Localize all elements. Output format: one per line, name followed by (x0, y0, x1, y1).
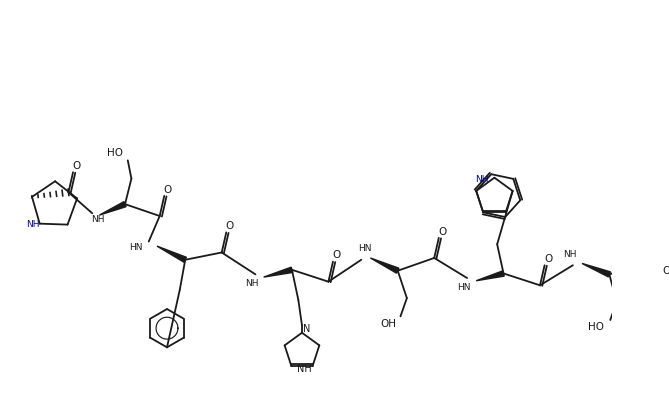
Text: HN: HN (457, 283, 470, 292)
Polygon shape (157, 246, 187, 262)
Text: N: N (303, 324, 310, 334)
Text: O: O (438, 227, 447, 236)
Text: NH: NH (475, 175, 488, 184)
Text: OH: OH (381, 319, 397, 328)
Polygon shape (582, 263, 610, 277)
Text: NH: NH (91, 215, 104, 224)
Text: NH: NH (245, 279, 258, 288)
Polygon shape (264, 267, 292, 277)
Text: HN: HN (129, 243, 142, 252)
Text: HO: HO (107, 148, 123, 158)
Text: NH: NH (297, 364, 312, 374)
Text: NH: NH (563, 250, 577, 259)
Text: O: O (544, 254, 553, 264)
Polygon shape (476, 271, 504, 281)
Text: HN: HN (358, 244, 372, 253)
Text: OH: OH (662, 266, 669, 276)
Text: O: O (226, 221, 234, 231)
Text: O: O (332, 250, 341, 260)
Text: HO: HO (587, 322, 603, 332)
Text: O: O (72, 161, 81, 171)
Polygon shape (100, 202, 126, 215)
Text: O: O (164, 184, 172, 195)
Text: NH: NH (25, 220, 39, 229)
Polygon shape (371, 258, 399, 273)
